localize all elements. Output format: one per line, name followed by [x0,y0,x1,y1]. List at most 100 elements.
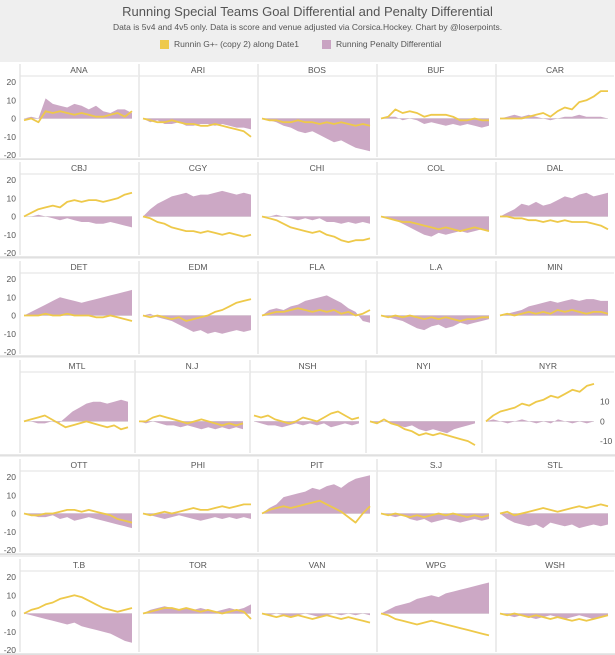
team-label: COL [427,163,445,173]
team-label: ARI [191,65,205,75]
team-panel-pit: PIT [257,459,376,552]
y-tick-label: -20 [4,150,17,160]
y-tick-label: -20 [4,645,17,655]
team-label: TOR [189,560,207,570]
team-panel-cgy: CGY [138,162,257,255]
penalty-area [143,604,251,614]
goal-line [500,90,608,120]
team-panel-mtl: MTL [19,360,134,453]
y-tick-label: 20 [7,274,17,284]
team-label: VAN [309,560,326,570]
team-label: DET [71,262,88,272]
y-tick-label: 0 [600,416,605,426]
team-panel-ott: OTT [19,459,138,552]
goal-line [23,191,133,218]
y-axis: 20 10 0 -10 -20 [4,274,17,357]
team-panel-edm: EDM [138,261,257,354]
team-label: ANA [70,65,88,75]
legend-item-goal[interactable]: Runnin G+- (copy 2) along Date1 [160,39,299,49]
y-axis: 10 0 -10 [600,397,613,446]
goal-line [485,383,595,423]
team-panel-phi: PHI [138,459,257,552]
goal-line [142,607,252,620]
team-panel-nyi: NYI [365,360,481,453]
team-label: NYR [539,361,557,371]
goal-line [139,414,244,427]
team-label: WPG [426,560,446,570]
y-tick-label: 0 [11,212,16,222]
goal-line [261,215,371,244]
y-axis: 20 10 0 -10 -20 [4,175,17,258]
goal-line [253,410,360,425]
goal-line [499,309,609,317]
row-panel [0,160,615,257]
team-label: CBJ [71,163,87,173]
chart-title: Running Special Teams Goal Differential … [122,4,493,19]
goal-line [380,108,489,122]
team-label: MIN [547,262,563,272]
goal-line [23,594,133,615]
y-tick-label: 20 [7,77,17,87]
legend-item-penalty[interactable]: Running Penalty Differential [322,39,441,49]
team-label: BOS [308,65,326,75]
team-panel-cbj: CBJ [19,162,138,255]
team-panel-bos: BOS [257,64,376,157]
team-label: NYI [416,361,430,371]
y-tick-label: 10 [7,95,17,105]
team-label: N.J [186,361,199,371]
team-label: CHI [310,163,325,173]
goal-line [23,508,133,524]
penalty-area [24,214,132,228]
goal-line [499,612,609,622]
legend-label-goal: Runnin G+- (copy 2) along Date1 [174,39,299,49]
team-panel-tb: T.B [19,559,138,652]
team-panel-det: DET [19,261,138,354]
team-panel-stl: STL [495,459,614,552]
penalty-area [500,299,608,316]
penalty-area [262,295,370,323]
team-panel-ari: ARI [138,64,257,157]
team-panel-la: L.A [376,261,495,354]
team-label: CAR [546,65,564,75]
penalty-area [500,192,608,217]
penalty-area [24,613,132,643]
team-label: T.B [73,560,86,570]
team-panel-nsh: NSH [249,360,365,453]
team-label: WSH [545,560,565,570]
goal-line [380,612,490,637]
team-label: PIT [310,460,323,470]
team-panel-chi: CHI [257,162,376,255]
penalty-area [500,114,608,121]
team-panel-tor: TOR [138,559,257,652]
team-label: STL [547,460,563,470]
penalty-area [262,475,370,514]
team-panel-col: COL [376,162,495,255]
penalty-area [254,421,359,428]
team-panel-fla: FLA [257,261,376,354]
goal-line [261,612,371,624]
goal-line [499,503,609,517]
y-tick-label: -20 [4,347,17,357]
team-panel-wsh: WSH [495,559,614,652]
penalty-area [262,118,370,152]
team-panel-ana: ANA [19,64,138,157]
goal-line [23,414,129,431]
penalty-area [24,289,132,316]
penalty-area [143,513,251,521]
penalty-area [500,613,608,619]
penalty-area [24,513,132,529]
y-tick-label: 10 [7,193,17,203]
y-tick-label: -10 [4,527,17,537]
team-panel-min: MIN [495,261,614,354]
penalty-area [24,399,128,424]
legend-swatch-penalty [322,39,331,49]
goal-line [380,314,489,322]
team-label: PHI [191,460,205,470]
y-tick-label: -10 [4,627,17,637]
team-label: CGY [189,163,208,173]
team-panel-buf: BUF [376,64,495,157]
team-label: NSH [299,361,317,371]
goal-line [380,215,490,233]
y-tick-label: 20 [7,572,17,582]
